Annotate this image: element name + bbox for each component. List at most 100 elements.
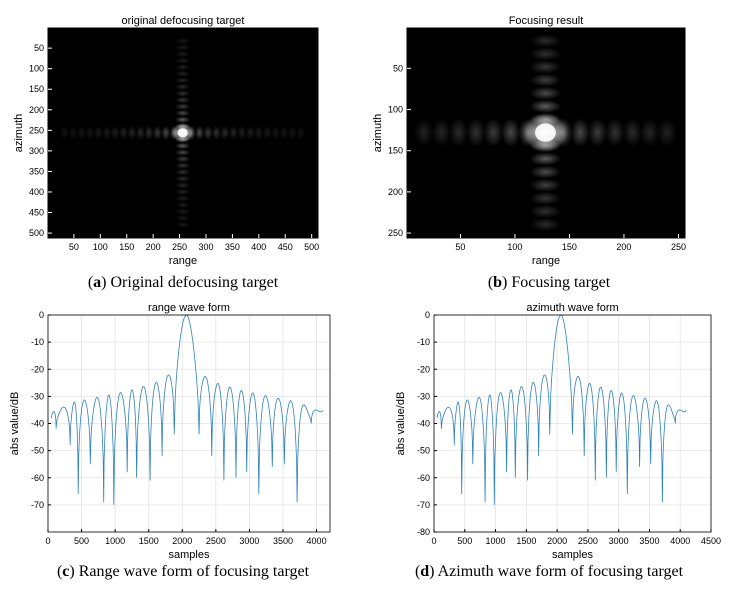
y-tick-label: -20: [31, 364, 44, 374]
heatmap-lobes: [414, 34, 677, 232]
x-tick-label: 350: [225, 242, 240, 252]
x-tick-label: 1500: [516, 536, 536, 546]
azimuth-sidelobe: [175, 96, 191, 104]
azimuth-sidelobe: [175, 63, 191, 71]
range-sidelobe: [466, 118, 486, 148]
azimuth-sidelobe: [175, 70, 191, 78]
range-sidelobe: [127, 125, 137, 141]
azimuth-sidelobe: [529, 217, 562, 232]
chart-azimuth-wave-form: 0 500 1000 1500 2000 2500 3000 3500 4000 4500 0 -10…: [395, 302, 721, 561]
y-tick-label: -80: [417, 527, 430, 537]
y-tick-label: 100: [388, 105, 403, 115]
x-tick-label: 2500: [578, 536, 598, 546]
y-axis-label: abs value/dB: [9, 392, 21, 456]
x-tick-label: 500: [457, 536, 472, 546]
range-sidelobe: [279, 125, 289, 141]
range-sidelobe: [287, 125, 298, 141]
azimuth-sidelobe: [529, 165, 562, 179]
y-tick-label: -10: [31, 337, 44, 347]
plot-frame: [406, 27, 686, 239]
x-tick-label: 3000: [239, 536, 259, 546]
x-axis-label: samples: [552, 549, 593, 561]
range-sidelobe: [59, 125, 70, 141]
y-tick-label: 0: [425, 310, 430, 320]
y-tick-label: 0: [39, 310, 44, 320]
azimuth-sidelobe: [529, 99, 562, 113]
azimuth-sidelobe: [175, 149, 191, 156]
y-tick-label: -30: [31, 391, 44, 401]
x-tick-label: 100: [507, 242, 522, 252]
x-axis-label: samples: [169, 549, 210, 561]
azimuth-sidelobe: [175, 44, 191, 51]
range-sidelobe: [570, 118, 590, 148]
azimuth-sidelobe: [175, 50, 191, 58]
x-tick-label: 3000: [609, 536, 629, 546]
range-sidelobe: [228, 125, 239, 141]
x-tick-label: 0: [431, 536, 436, 546]
range-sidelobe: [449, 118, 469, 148]
azimuth-sidelobe: [529, 191, 562, 205]
x-tick-label: 450: [278, 242, 293, 252]
azimuth-sidelobe: [175, 182, 191, 189]
x-tick-label: 2000: [547, 536, 567, 546]
azimuth-sidelobe: [175, 195, 191, 202]
y-tick-label: 250: [388, 228, 403, 238]
y-tick-label: 450: [29, 208, 44, 218]
y-tick-label: 300: [29, 146, 44, 156]
azimuth-sidelobe: [175, 155, 191, 163]
azimuth-sidelobe: [529, 86, 562, 100]
range-sidelobe: [640, 118, 660, 148]
range-sidelobe: [245, 125, 255, 141]
range-sidelobe: [220, 125, 230, 141]
x-tick-label: 4000: [670, 536, 690, 546]
range-sidelobe: [270, 125, 281, 141]
y-tick-label: 250: [29, 125, 44, 135]
y-tick-label: 200: [29, 105, 44, 115]
range-sidelobe: [93, 125, 104, 141]
range-sidelobe: [414, 118, 434, 148]
y-tick-label: -40: [31, 419, 44, 429]
x-axis-label: range: [169, 255, 197, 267]
y-tick-label: -50: [31, 446, 44, 456]
azimuth-sidelobe: [529, 152, 562, 166]
range-sidelobe: [211, 125, 222, 141]
azimuth-sidelobe: [175, 109, 191, 117]
y-tick-label: 500: [29, 228, 44, 238]
azimuth-sidelobe: [529, 73, 562, 87]
x-tick-label: 150: [119, 242, 134, 252]
x-tick-label: 500: [74, 536, 89, 546]
azimuth-sidelobe: [175, 90, 191, 97]
y-tick-label: -60: [417, 473, 430, 483]
y-tick-label: -60: [31, 473, 44, 483]
azimuth-sidelobe: [175, 221, 191, 228]
chart-range-wave-form: 0 500 1000 1500 2000 2500 3000 3500 4000 0 -10 -20 -…: [9, 302, 331, 561]
x-tick-label: 2000: [172, 536, 192, 546]
x-tick-label: 100: [93, 242, 108, 252]
main-peak-core: [177, 128, 188, 138]
range-sidelobe: [76, 125, 87, 141]
x-tick-label: 4000: [307, 536, 327, 546]
azimuth-sidelobe: [529, 60, 562, 74]
azimuth-sidelobe: [529, 47, 562, 61]
x-tick-label: 1000: [105, 536, 125, 546]
y-tick-label: -10: [417, 337, 430, 347]
y-tick-label: 150: [388, 146, 403, 156]
range-sidelobe: [588, 118, 608, 148]
x-tick-label: 50: [69, 242, 79, 252]
azimuth-sidelobe: [175, 214, 191, 222]
range-sidelobe: [254, 125, 264, 141]
y-tick-label: 200: [388, 187, 403, 197]
azimuth-sidelobe: [175, 83, 191, 91]
azimuth-sidelobe: [175, 57, 191, 64]
x-tick-label: 0: [45, 536, 50, 546]
azimuth-sidelobe: [175, 188, 191, 196]
azimuth-sidelobe: [175, 77, 191, 84]
x-tick-label: 400: [251, 242, 266, 252]
y-tick-label: -50: [417, 446, 430, 456]
plot-frame: [47, 27, 319, 239]
azimuth-sidelobe: [175, 168, 191, 176]
range-sidelobe: [296, 125, 306, 141]
x-tick-label: 200: [616, 242, 631, 252]
x-tick-label: 4500: [701, 536, 721, 546]
chart-title: azimuth wave form: [526, 302, 618, 314]
